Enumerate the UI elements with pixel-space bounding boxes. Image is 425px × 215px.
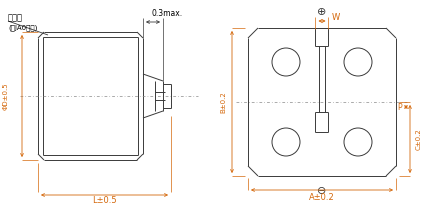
- Text: (只JA0对应): (只JA0对应): [8, 24, 37, 31]
- Text: ΦD±0.5: ΦD±0.5: [3, 82, 9, 110]
- Text: C±0.2: C±0.2: [416, 128, 422, 150]
- Text: A±0.2: A±0.2: [309, 194, 335, 203]
- Text: 压力阀: 压力阀: [8, 13, 23, 22]
- Text: P: P: [398, 103, 402, 112]
- Text: W: W: [332, 14, 340, 23]
- Text: B±0.2: B±0.2: [220, 91, 226, 113]
- Text: L±0.5: L±0.5: [92, 196, 117, 205]
- Text: 0.3max.: 0.3max.: [152, 9, 183, 18]
- Text: ⊖: ⊖: [317, 186, 327, 196]
- Text: ⊕: ⊕: [317, 7, 327, 17]
